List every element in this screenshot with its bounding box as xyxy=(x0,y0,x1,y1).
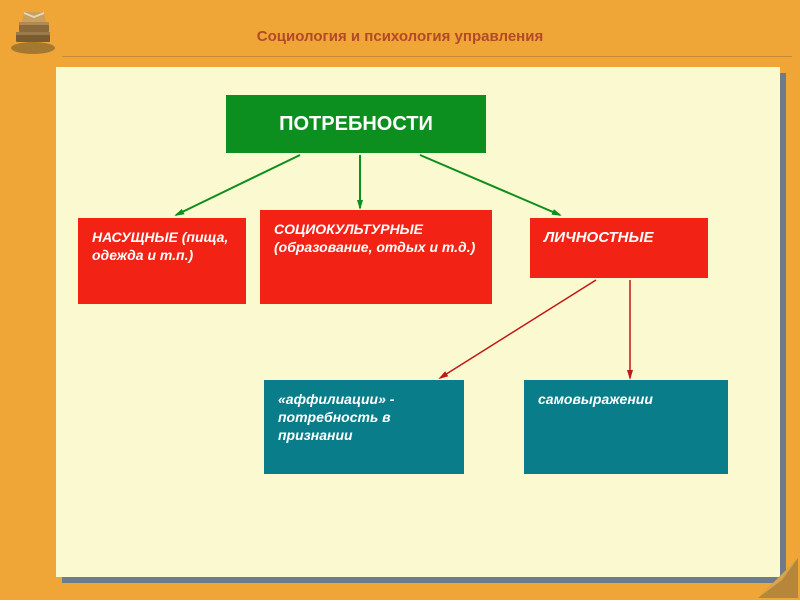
node-n2: СОЦИОКУЛЬТУРНЫЕ (образование, отдых и т.… xyxy=(260,210,492,304)
page-title: Социология и психология управления xyxy=(0,28,800,45)
node-n3: ЛИЧНОСТНЫЕ xyxy=(530,218,708,278)
node-root: ПОТРЕБНОСТИ xyxy=(226,95,486,153)
title-underline xyxy=(62,56,792,57)
node-n4: «аффилиации» - потребность в признании xyxy=(264,380,464,474)
page-corner-fold xyxy=(758,558,798,598)
header: Социология и психология управления xyxy=(0,0,800,62)
node-n5: самовыражении xyxy=(524,380,728,474)
node-n1: НАСУЩНЫЕ (пища, одежда и т.п.) xyxy=(78,218,246,304)
